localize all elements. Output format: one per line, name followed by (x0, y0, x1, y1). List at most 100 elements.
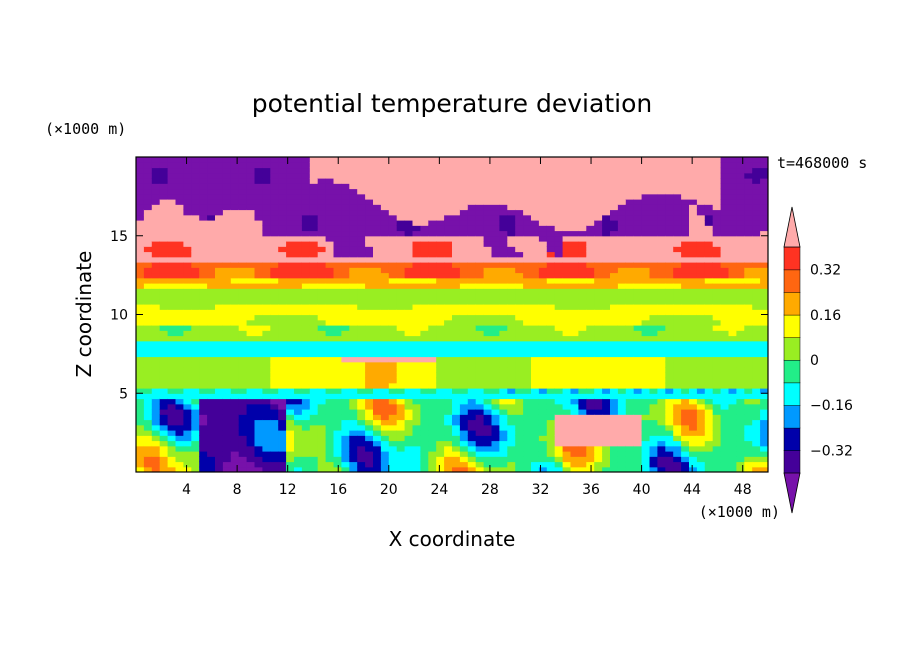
field-cell (704, 403, 714, 410)
field-cell (531, 361, 540, 368)
field-cell (388, 409, 398, 415)
field-cell (404, 188, 414, 195)
field-cell (657, 304, 666, 310)
field-cell (689, 445, 698, 452)
field-cell (665, 314, 674, 321)
field-cell (388, 204, 398, 211)
field-cell (657, 167, 666, 174)
field-cell (499, 398, 508, 405)
field-cell (357, 351, 366, 358)
field-cell (452, 414, 461, 421)
field-cell (507, 209, 516, 216)
field-cell (191, 225, 200, 232)
field-cell (396, 230, 406, 237)
field-cell (341, 445, 350, 452)
field-cell (736, 382, 745, 389)
field-cell (215, 466, 224, 472)
field-cell (633, 330, 643, 337)
field-cell (720, 293, 730, 300)
field-cell (459, 277, 469, 284)
field-cell (341, 346, 350, 352)
field-cell (412, 409, 421, 415)
field-cell (380, 393, 390, 400)
field-cell (491, 351, 500, 358)
field-cell (704, 377, 714, 384)
field-cell (720, 393, 730, 400)
field-cell (602, 414, 611, 421)
field-cell (452, 346, 461, 352)
field-cell (278, 262, 287, 268)
field-cell (349, 283, 358, 289)
field-cell (341, 167, 350, 174)
field-cell (349, 461, 358, 468)
field-cell (633, 424, 643, 431)
field-cell (562, 435, 572, 442)
field-cell (657, 398, 666, 405)
field-cell (230, 382, 240, 389)
field-cell (610, 272, 619, 279)
field-cell (523, 440, 532, 447)
field-cell (262, 262, 271, 268)
field-cell (238, 283, 248, 289)
field-cell (270, 272, 279, 279)
field-cell (396, 398, 406, 405)
field-cell (333, 382, 342, 389)
field-cell (507, 435, 516, 442)
field-cell (262, 225, 271, 232)
field-cell (681, 225, 690, 232)
field-cell (696, 377, 706, 384)
field-cell (475, 445, 485, 452)
field-cell (215, 193, 224, 200)
field-cell (736, 398, 745, 405)
field-cell (610, 398, 619, 405)
field-cell (696, 230, 706, 237)
field-cell (222, 367, 232, 373)
field-cell (507, 199, 516, 205)
field-cell (301, 183, 311, 190)
field-cell (286, 445, 295, 452)
field-cell (641, 430, 651, 436)
field-cell (594, 214, 603, 221)
field-cell (159, 435, 169, 442)
field-cell (760, 440, 768, 447)
field-cell (286, 388, 295, 394)
field-cell (388, 256, 398, 263)
field-cell (199, 304, 208, 310)
field-cell (309, 367, 319, 373)
field-cell (704, 382, 714, 389)
field-cell (183, 325, 192, 331)
field-cell (262, 377, 271, 384)
field-cell (215, 367, 224, 373)
field-cell (230, 283, 240, 289)
field-cell (373, 414, 382, 421)
field-cell (349, 188, 358, 195)
field-cell (681, 424, 690, 431)
field-cell (420, 424, 429, 431)
field-cell (136, 440, 145, 447)
field-cell (696, 424, 706, 431)
field-cell (633, 235, 643, 242)
field-cell (309, 167, 319, 174)
field-cell (625, 340, 635, 347)
field-cell (452, 335, 461, 342)
field-cell (199, 330, 208, 337)
field-cell (294, 277, 303, 284)
field-cell (357, 419, 366, 426)
field-cell (459, 157, 469, 163)
field-cell (412, 272, 421, 279)
field-cell (380, 351, 390, 358)
field-cell (222, 251, 232, 258)
field-cell (333, 256, 342, 263)
field-cell (388, 167, 398, 174)
field-cell (396, 377, 406, 384)
field-cell (704, 283, 714, 289)
field-cell (278, 466, 287, 472)
field-cell (278, 256, 287, 263)
field-cell (578, 283, 587, 289)
field-cell (412, 430, 421, 436)
field-cell (143, 256, 153, 263)
field-cell (578, 183, 587, 190)
field-cell (420, 445, 429, 452)
field-cell (262, 272, 271, 279)
field-cell (562, 451, 572, 457)
